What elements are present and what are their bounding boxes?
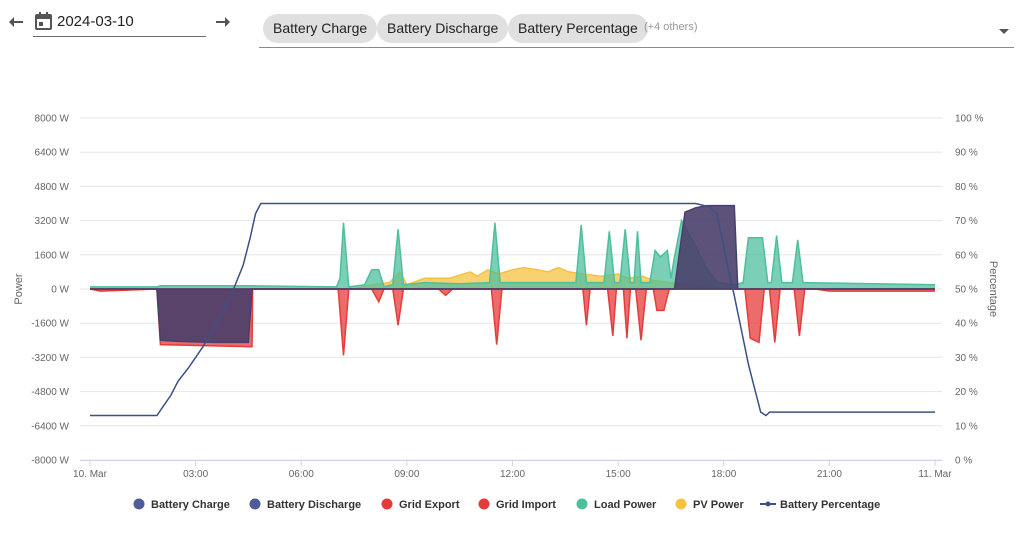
power-chart: 8000 W 100 % 6400 W 90 % 4800 W 80 % 3200 W 70 … — [13, 114, 999, 512]
y-left-tick-label: 8000 W — [35, 114, 70, 125]
series-pv-power-area — [90, 267, 935, 289]
y-right-tick-label: 0 % — [955, 456, 972, 467]
series-battery-charge-area — [90, 205, 935, 289]
series-battery-percentage-line — [90, 202, 935, 417]
series-select[interactable]: Battery Charge Battery Discharge Battery… — [259, 10, 1014, 48]
y-left-tick-label: -8000 W — [31, 456, 69, 467]
x-tick-label: 06:00 — [289, 469, 314, 480]
series-battery-charge-line — [90, 204, 935, 290]
legend-grid-import-label[interactable]: Grid Import — [496, 499, 556, 511]
legend-battery-discharge-marker — [249, 498, 261, 510]
x-tick-label: 15:00 — [606, 469, 631, 480]
y-left-axis-title: Power — [13, 273, 25, 305]
legend-battery-charge-marker — [133, 498, 145, 510]
chart-axes: 8000 W 100 % 6400 W 90 % 4800 W 80 % 3200 W 70 … — [13, 114, 999, 481]
next-day-arrow-icon[interactable] — [213, 13, 231, 31]
y-right-tick-label: 100 % — [955, 114, 983, 125]
legend-load-power-marker — [576, 498, 588, 510]
chart-lines — [90, 202, 935, 417]
series-battery-discharge-line — [90, 288, 935, 344]
y-left-tick-label: 0 W — [51, 285, 69, 296]
chart-legend[interactable]: Battery Charge Battery Discharge Grid Expo… — [133, 498, 881, 512]
legend-grid-export-marker — [381, 498, 393, 510]
series-load-power-line — [90, 218, 936, 288]
date-value[interactable]: 2024-03-10 — [57, 13, 134, 30]
y-left-tick-label: -4800 W — [31, 387, 69, 398]
legend-battery-percentage-marker — [765, 501, 771, 507]
legend-battery-percentage-label[interactable]: Battery Percentage — [780, 499, 880, 511]
others-count: (+4 others) — [644, 21, 698, 33]
y-right-tick-label: 60 % — [955, 250, 978, 261]
y-right-tick-label: 20 % — [955, 387, 978, 398]
x-tick-label: 03:00 — [183, 469, 208, 480]
y-right-tick-label: 10 % — [955, 421, 978, 432]
legend-grid-import-marker — [478, 498, 490, 510]
y-left-tick-label: -3200 W — [31, 353, 69, 364]
y-right-tick-label: 30 % — [955, 353, 978, 364]
y-right-tick-label: 90 % — [955, 148, 978, 159]
calendar-icon[interactable] — [35, 12, 52, 35]
chart-areas — [89, 204, 936, 356]
legend-battery-discharge-label[interactable]: Battery Discharge — [267, 499, 361, 511]
y-right-tick-label: 40 % — [955, 319, 978, 330]
y-left-tick-label: 6400 W — [35, 148, 70, 159]
x-tick-label: 09:00 — [394, 469, 419, 480]
y-left-tick-label: 4800 W — [35, 182, 70, 193]
y-right-tick-label: 50 % — [955, 285, 978, 296]
y-right-tick-label: 80 % — [955, 182, 978, 193]
date-field[interactable]: 2024-03-10 — [33, 10, 206, 37]
y-left-tick-label: -1600 W — [31, 319, 69, 330]
legend-load-power-label[interactable]: Load Power — [594, 499, 657, 511]
legend-pv-power-marker — [675, 498, 687, 510]
dropdown-arrow-icon[interactable] — [998, 23, 1010, 41]
chip-battery-discharge[interactable]: Battery Discharge — [377, 14, 509, 43]
legend-battery-charge-label[interactable]: Battery Charge — [151, 499, 230, 511]
y-right-axis-title: Percentage — [987, 261, 999, 317]
x-tick-label: 21:00 — [817, 469, 842, 480]
x-tick-label: 12:00 — [500, 469, 525, 480]
x-tick-label: 10. Mar — [73, 469, 108, 480]
y-left-tick-label: 3200 W — [35, 216, 70, 227]
previous-day-arrow-icon[interactable] — [8, 13, 26, 31]
y-right-tick-label: 70 % — [955, 216, 978, 227]
chip-battery-percentage[interactable]: Battery Percentage — [508, 14, 648, 43]
x-tick-label: 11. Mar — [918, 469, 952, 480]
toolbar: 2024-03-10 Battery Charge Battery Discha… — [0, 0, 1024, 56]
y-left-tick-label: -6400 W — [31, 421, 69, 432]
series-battery-discharge-area — [90, 289, 935, 343]
x-tick-label: 18:00 — [711, 469, 736, 480]
legend-grid-export-label[interactable]: Grid Export — [399, 499, 460, 511]
legend-pv-power-label[interactable]: PV Power — [693, 499, 744, 511]
y-left-tick-label: 1600 W — [35, 250, 70, 261]
chip-battery-charge[interactable]: Battery Charge — [263, 14, 378, 43]
